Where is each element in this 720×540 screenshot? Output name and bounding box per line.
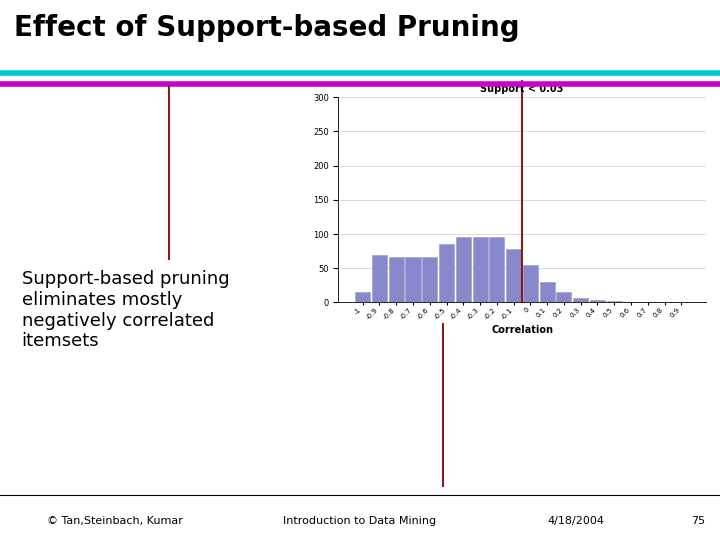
Bar <box>506 249 521 302</box>
Bar <box>573 298 588 302</box>
Bar <box>523 265 538 302</box>
Bar <box>405 257 420 302</box>
Bar <box>490 238 505 302</box>
X-axis label: Correlation: Correlation <box>491 325 553 335</box>
Bar <box>456 238 471 302</box>
Bar <box>372 254 387 302</box>
Bar <box>557 292 572 302</box>
Text: Effect of Support-based Pruning: Effect of Support-based Pruning <box>14 14 520 42</box>
Bar <box>422 256 437 302</box>
Text: © Tan,Steinbach, Kumar: © Tan,Steinbach, Kumar <box>48 516 183 525</box>
Bar <box>439 244 454 302</box>
Text: 4/18/2004: 4/18/2004 <box>547 516 605 525</box>
Bar <box>389 256 404 302</box>
Bar <box>590 300 605 302</box>
Title: Support < 0.03: Support < 0.03 <box>480 84 564 93</box>
Text: 75: 75 <box>691 516 706 525</box>
Bar <box>607 301 622 302</box>
Text: Support-based pruning
eliminates mostly
negatively correlated
itemsets: Support-based pruning eliminates mostly … <box>22 270 229 350</box>
Bar <box>355 292 370 302</box>
Bar <box>472 238 487 302</box>
Text: Introduction to Data Mining: Introduction to Data Mining <box>284 516 436 525</box>
Bar <box>539 282 554 302</box>
